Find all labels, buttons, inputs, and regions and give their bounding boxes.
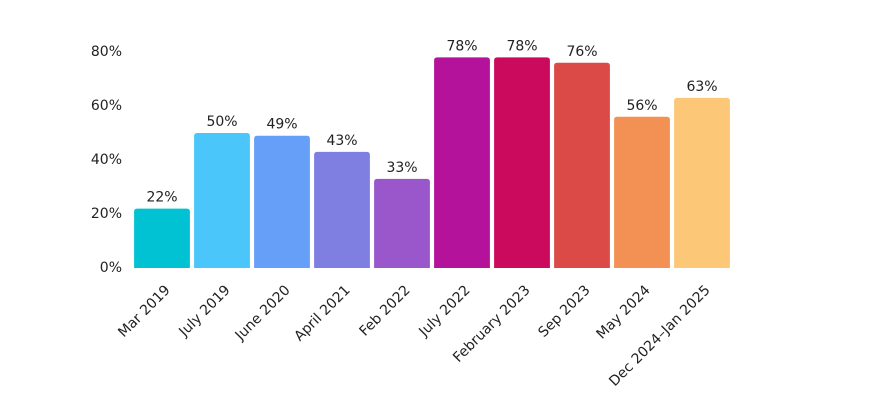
bar: [614, 116, 670, 268]
bar: [134, 208, 190, 268]
value-label: 76%: [566, 44, 597, 60]
value-label: 22%: [146, 190, 177, 206]
y-tick-label: 20%: [91, 206, 122, 222]
x-tick-label: Dec 2024–Jan 2025: [606, 282, 713, 389]
x-tick-label: Feb 2022: [356, 282, 413, 339]
bar: [194, 133, 250, 268]
bar: [494, 57, 550, 269]
value-label: 63%: [686, 79, 717, 95]
x-tick-label: April 2021: [291, 282, 353, 344]
y-tick-label: 40%: [91, 152, 122, 168]
x-tick-label: July 2022: [415, 282, 473, 340]
value-label: 50%: [206, 114, 237, 130]
bar: [374, 178, 430, 268]
bar: [674, 97, 730, 269]
bar: [314, 151, 370, 268]
bar: [434, 57, 490, 269]
bar: [254, 135, 310, 268]
y-tick-label: 0%: [100, 260, 122, 276]
bar: [554, 62, 610, 268]
value-label: 56%: [626, 98, 657, 114]
x-tick-label: May 2024: [594, 282, 654, 342]
value-label: 33%: [386, 160, 417, 176]
x-tick-label: July 2019: [175, 282, 233, 340]
y-tick-label: 60%: [91, 98, 122, 114]
x-tick-label: Sep 2023: [535, 282, 593, 340]
x-tick-label: June 2020: [232, 282, 294, 344]
value-label: 49%: [266, 117, 297, 133]
x-tick-label: Mar 2019: [115, 282, 173, 340]
y-tick-label: 80%: [91, 44, 122, 60]
value-label: 43%: [326, 133, 357, 149]
value-label: 78%: [506, 38, 537, 54]
value-label: 78%: [446, 38, 477, 54]
